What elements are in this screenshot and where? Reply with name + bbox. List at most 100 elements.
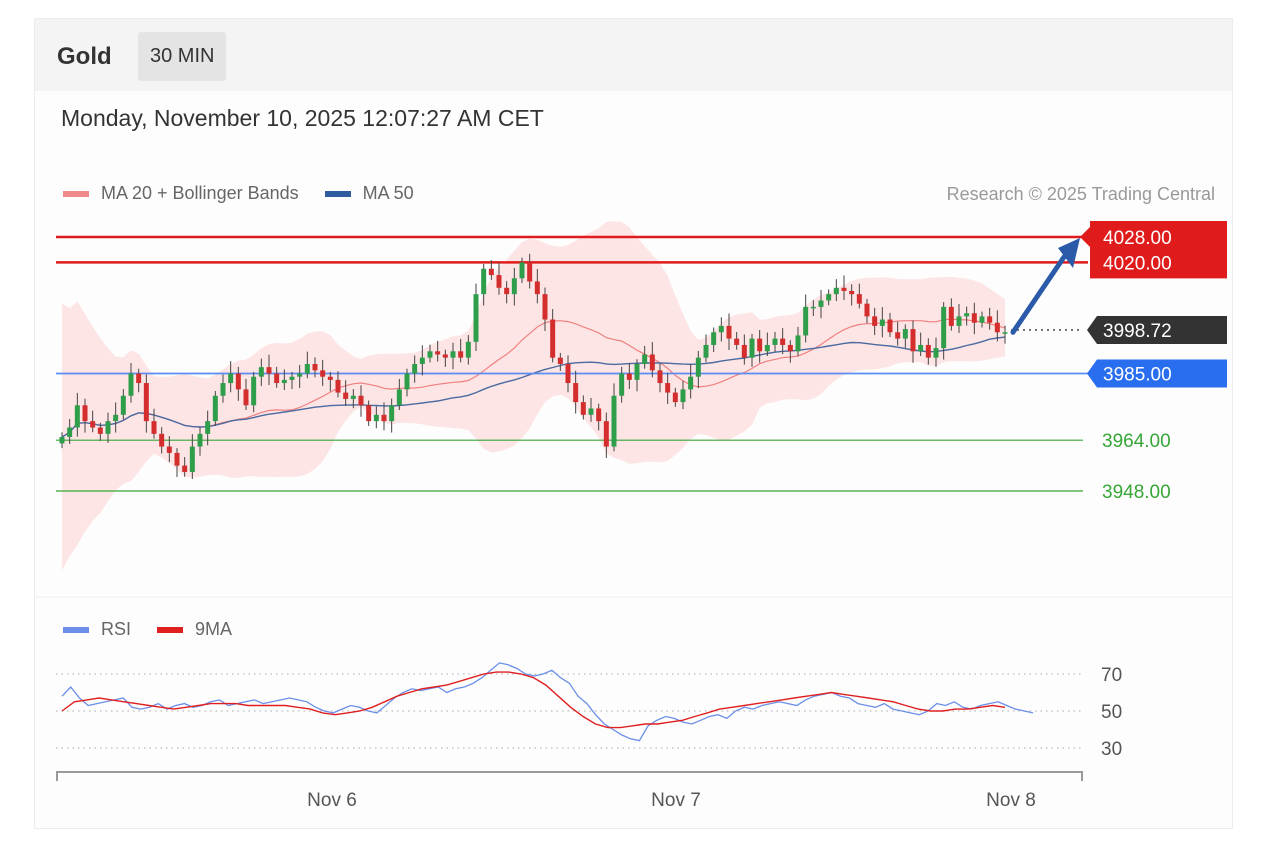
candle-body bbox=[703, 344, 709, 358]
pivot-tag: 3985.00 bbox=[1087, 359, 1227, 388]
candle bbox=[994, 310, 1000, 342]
candle bbox=[496, 262, 502, 295]
candle-body bbox=[803, 306, 809, 336]
candle bbox=[304, 351, 310, 379]
x-tick-label: Nov 8 bbox=[986, 790, 1036, 811]
ma50-legend-label: MA 50 bbox=[362, 183, 414, 203]
candle bbox=[979, 311, 985, 328]
candle-body bbox=[573, 383, 579, 403]
candle-body bbox=[810, 306, 816, 309]
candle-body bbox=[166, 446, 172, 453]
rsi-level-label-70: 70 bbox=[1101, 665, 1122, 686]
resistance-tag-bg bbox=[1090, 221, 1227, 279]
candle-body bbox=[389, 405, 395, 422]
candle bbox=[381, 402, 387, 431]
candle bbox=[258, 358, 264, 386]
candle bbox=[458, 338, 464, 363]
candle bbox=[757, 330, 763, 363]
candle bbox=[419, 345, 425, 376]
candle-body bbox=[90, 421, 96, 428]
candle bbox=[718, 317, 724, 342]
candle bbox=[327, 371, 333, 392]
candle-body bbox=[136, 373, 142, 384]
candle bbox=[182, 457, 188, 477]
candle-body bbox=[350, 395, 356, 399]
candle bbox=[481, 263, 487, 306]
candle bbox=[841, 275, 847, 301]
candle bbox=[504, 281, 510, 304]
candle-body bbox=[925, 344, 931, 358]
candle-body bbox=[143, 383, 149, 422]
candle bbox=[465, 335, 471, 365]
candle-body bbox=[826, 294, 832, 301]
candle bbox=[197, 427, 203, 456]
candle-body bbox=[964, 313, 970, 317]
level-4028-tag-text: 4028.00 bbox=[1103, 228, 1172, 249]
candle bbox=[557, 352, 563, 371]
candle-body bbox=[787, 344, 793, 352]
candle bbox=[389, 398, 395, 433]
candle bbox=[649, 342, 655, 378]
candle-body bbox=[358, 395, 364, 406]
support-label-3948-00: 3948.00 bbox=[1102, 482, 1171, 503]
candle bbox=[987, 307, 993, 330]
candle-body bbox=[757, 338, 763, 352]
candle bbox=[235, 366, 241, 401]
candle-body bbox=[902, 329, 908, 339]
candle bbox=[772, 331, 778, 352]
candle-body bbox=[113, 414, 119, 422]
candle bbox=[864, 298, 870, 324]
candle bbox=[818, 290, 824, 319]
candle bbox=[603, 412, 609, 458]
candle bbox=[826, 289, 832, 306]
candle bbox=[872, 307, 878, 336]
candle-body bbox=[220, 383, 226, 396]
candle-body bbox=[979, 316, 985, 323]
candle-body bbox=[97, 427, 103, 434]
candle-body bbox=[856, 294, 862, 304]
candle bbox=[136, 368, 142, 393]
chart-datetime: Monday, November 10, 2025 12:07:27 AM CE… bbox=[61, 105, 544, 131]
candle bbox=[780, 328, 786, 355]
rsi-ma-swatch bbox=[157, 626, 184, 633]
candle-body bbox=[695, 357, 701, 377]
candle-body bbox=[580, 402, 586, 415]
candle bbox=[320, 359, 326, 386]
candle bbox=[749, 333, 755, 367]
candle-body bbox=[749, 338, 755, 358]
candle bbox=[795, 326, 801, 357]
candle bbox=[626, 363, 632, 390]
candle bbox=[856, 283, 862, 309]
candle bbox=[665, 372, 671, 405]
candle bbox=[189, 434, 195, 479]
candle-body bbox=[603, 421, 609, 447]
candle-body bbox=[879, 319, 885, 326]
candle bbox=[519, 257, 525, 284]
candle-body bbox=[688, 376, 694, 390]
candle-body bbox=[151, 421, 157, 434]
candle-body bbox=[971, 313, 977, 323]
candle bbox=[657, 363, 663, 393]
candle bbox=[948, 298, 954, 331]
candle bbox=[74, 392, 80, 437]
candle-body bbox=[458, 351, 464, 358]
timeframe-badge[interactable]: 30 MIN bbox=[138, 32, 227, 81]
candle-body bbox=[335, 379, 341, 393]
candle bbox=[373, 406, 379, 429]
candle bbox=[642, 345, 648, 369]
candle-body bbox=[258, 367, 264, 377]
candle-body bbox=[542, 294, 548, 320]
candle bbox=[619, 366, 625, 403]
candle-body bbox=[159, 433, 165, 447]
candle bbox=[511, 267, 517, 306]
candle-body bbox=[205, 421, 211, 434]
candle bbox=[918, 332, 924, 357]
candle-body bbox=[450, 351, 456, 358]
candle-body bbox=[304, 364, 310, 374]
price-legend: MA 20 + Bollinger Bands MA 50 bbox=[63, 183, 414, 204]
candle bbox=[833, 279, 839, 302]
candle bbox=[703, 334, 709, 363]
candle-body bbox=[527, 262, 533, 282]
candle-body bbox=[297, 373, 303, 377]
candle-body bbox=[565, 364, 571, 384]
